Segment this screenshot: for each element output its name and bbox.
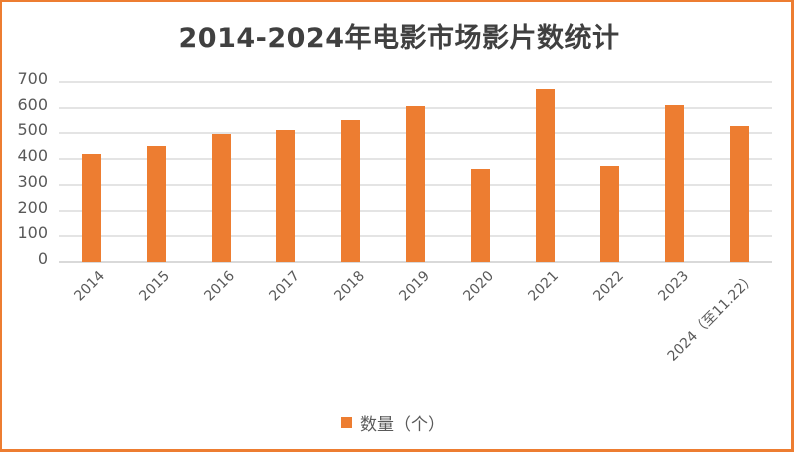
x-axis-line [59, 261, 772, 263]
legend[interactable]: 数量（个） [341, 410, 445, 435]
x-tick-label: 2014 [71, 268, 109, 305]
y-tick-label: 500 [17, 120, 48, 140]
bar-2015[interactable] [146, 146, 166, 262]
bar-2021[interactable] [535, 88, 555, 262]
bar-2017[interactable] [276, 129, 296, 262]
y-tick-label: 100 [17, 223, 48, 243]
legend-label: 数量（个） [360, 415, 445, 435]
x-tick-label: 2015 [136, 268, 174, 305]
y-tick-label: 400 [17, 146, 48, 166]
y-tick-label: 200 [17, 197, 48, 217]
x-tick-label: 2017 [266, 268, 303, 305]
y-tick-label: 0 [37, 249, 48, 268]
bar-2023[interactable] [665, 104, 685, 262]
chart-title: 2014-2024年电影市场影片数统计 [178, 23, 620, 54]
bar-2016[interactable] [211, 133, 231, 262]
x-tick-label: 2023 [655, 268, 692, 305]
x-tick-label: 2022 [590, 268, 627, 305]
y-tick-label: 300 [17, 171, 48, 191]
legend-swatch-icon [341, 417, 352, 428]
x-tick-label: 2019 [395, 268, 433, 305]
bar-2022[interactable] [600, 165, 620, 262]
gridline [59, 81, 772, 83]
bar-2018[interactable] [341, 119, 361, 262]
y-tick-label: 600 [17, 94, 48, 114]
x-tick-label: 2018 [331, 268, 368, 305]
x-tick-label: 2021 [525, 268, 563, 305]
bar-2014[interactable] [81, 154, 101, 262]
bar-2019[interactable] [406, 105, 425, 262]
x-tick-label: 2016 [201, 268, 238, 305]
bar-2020[interactable] [470, 168, 490, 262]
plot-area [59, 81, 772, 263]
y-tick-label: 700 [17, 69, 48, 88]
x-tick-label: 2020 [460, 268, 498, 305]
bar-2024[interactable] [730, 125, 750, 262]
